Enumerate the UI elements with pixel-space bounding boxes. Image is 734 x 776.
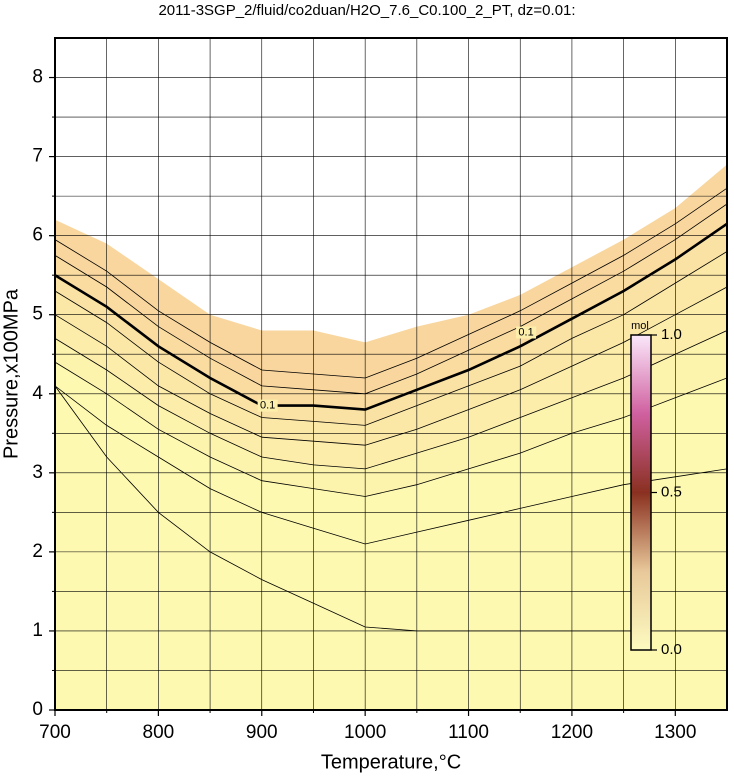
y-tick-label: 0 [32, 699, 43, 720]
colorbar-label: mol [631, 320, 649, 332]
contour-label: 0.1 [260, 400, 275, 412]
contour-line [55, 222, 727, 411]
y-tick-label: 1 [32, 620, 43, 641]
axes: 700 800 900 1000 1100 1200 1300 0 1 2 3 4 5 6 7 8 [32, 67, 696, 743]
y-tick-label: 6 [32, 225, 43, 246]
y-tick-label: 4 [32, 383, 43, 404]
x-tick-label: 700 [39, 722, 71, 743]
x-tick-label: 1200 [551, 722, 593, 743]
colorbar-tick-label: 0.0 [661, 641, 682, 658]
contour-label-bg [257, 399, 278, 412]
colorbar-scale [630, 334, 652, 651]
y-tick-label: 5 [32, 304, 43, 325]
contour-fill [55, 385, 727, 710]
contour-label: 0.1 [518, 326, 533, 338]
x-tick-label: 1100 [448, 722, 489, 743]
colorbar-tick-label: 0.5 [661, 483, 682, 500]
y-axis-label: Pressure,x100MPa [0, 288, 22, 459]
contour-layer: 0.1 0.1 [55, 187, 727, 632]
y-tick-label: 3 [32, 462, 43, 483]
x-tick-label: 800 [143, 722, 175, 743]
contour-line [55, 187, 727, 379]
colorbar-tick-label: 1.0 [661, 326, 682, 343]
x-axis-label: Temperature,°C [321, 751, 461, 773]
contour-line [55, 286, 727, 446]
chart-title: 2011-3SGP_2/fluid/co2duan/H2O_7.6_C0.100… [158, 2, 575, 19]
y-tick-label: 2 [32, 541, 43, 562]
contour-line [55, 251, 727, 426]
contour-label-bg [516, 326, 537, 339]
contour-line [55, 330, 727, 470]
contour-line [55, 361, 727, 497]
plot-frame [54, 37, 728, 711]
x-tick-label: 900 [246, 722, 278, 743]
x-tick-label: 1300 [654, 722, 696, 743]
contour-line [55, 385, 727, 545]
x-tick-label: 1000 [344, 722, 386, 743]
contour-line [55, 385, 727, 632]
colorbar: mol 0.0 0.5 1.0 [630, 320, 682, 658]
y-tick-label: 7 [32, 146, 43, 167]
y-tick-label: 8 [32, 67, 43, 88]
contour-line [55, 203, 727, 395]
